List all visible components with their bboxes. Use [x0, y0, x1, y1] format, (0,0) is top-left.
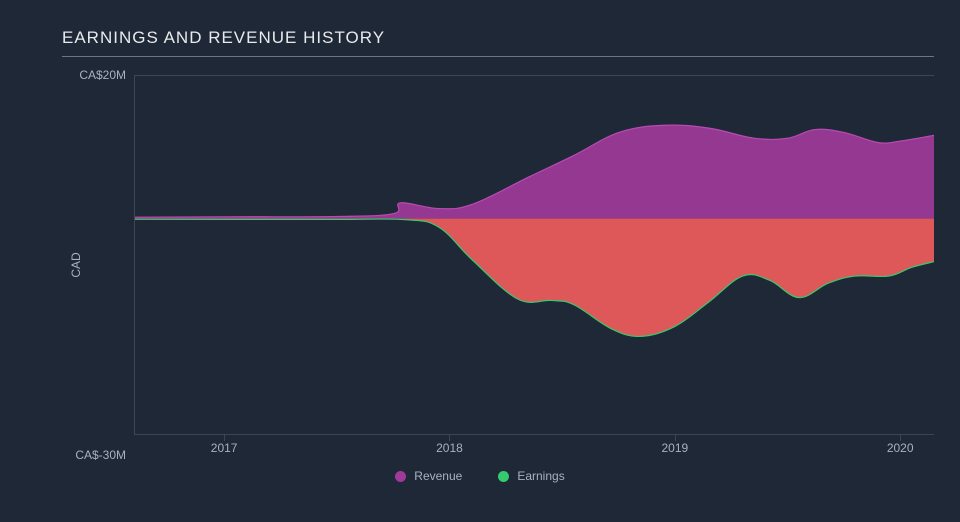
x-tick-label: 2018: [436, 441, 463, 455]
area-revenue: [135, 125, 934, 219]
chart-title: EARNINGS AND REVENUE HISTORY: [62, 28, 940, 48]
x-tick-label: 2017: [211, 441, 238, 455]
legend-swatch-revenue: [395, 471, 406, 482]
area-svg: [135, 75, 934, 434]
x-axis-labels: 2017 2018 2019 2020: [134, 435, 934, 455]
legend-item-revenue: Revenue: [395, 469, 462, 483]
y-axis-labels: CA$20MCA$-30M: [62, 75, 134, 455]
y-tick-label: CA$20M: [79, 68, 134, 82]
title-underline: [62, 56, 934, 57]
legend-label-revenue: Revenue: [414, 469, 462, 483]
chart-wrap: CAD CA$20MCA$-30M 2017201820192020: [62, 75, 934, 455]
x-tick-label: 2019: [661, 441, 688, 455]
y-tick-label: CA$-30M: [75, 448, 134, 462]
legend-swatch-earnings: [498, 471, 509, 482]
legend-label-earnings: Earnings: [517, 469, 564, 483]
x-tick-label: 2020: [887, 441, 914, 455]
chart-container: EARNINGS AND REVENUE HISTORY CAD CA$20MC…: [0, 0, 960, 503]
area-earnings: [135, 219, 934, 337]
legend-item-earnings: Earnings: [498, 469, 564, 483]
legend: Revenue Earnings: [20, 469, 940, 483]
plot-area: [134, 75, 934, 435]
